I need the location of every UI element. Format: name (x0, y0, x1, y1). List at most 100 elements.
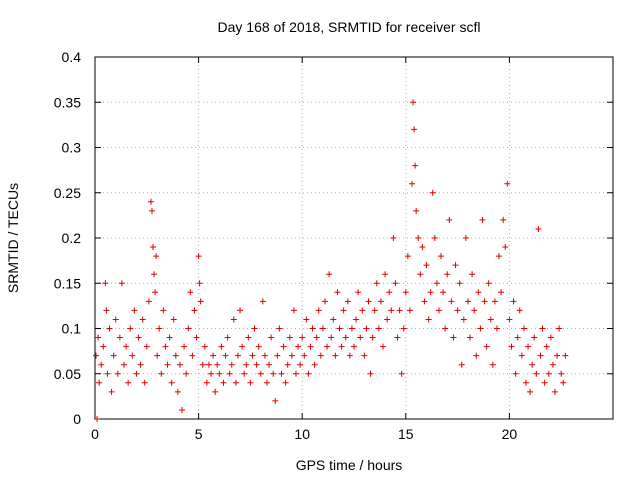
data-point (278, 370, 285, 377)
data-point (321, 298, 328, 305)
data-point (243, 361, 250, 368)
data-point (357, 334, 364, 341)
data-point (346, 352, 353, 359)
data-point (384, 316, 391, 323)
data-point (185, 325, 192, 332)
data-point (247, 379, 254, 386)
data-point (344, 298, 351, 305)
data-point (543, 343, 550, 350)
data-point (516, 307, 523, 314)
data-point (398, 370, 405, 377)
data-point (539, 325, 546, 332)
data-point (153, 253, 160, 260)
data-point (189, 352, 196, 359)
data-point (168, 379, 175, 386)
data-point (172, 352, 179, 359)
data-point (365, 298, 372, 305)
data-point (373, 280, 380, 287)
data-point (458, 361, 465, 368)
data-point (460, 316, 467, 323)
data-point (425, 316, 432, 323)
data-point (371, 307, 378, 314)
data-point (427, 289, 434, 296)
data-point (382, 271, 389, 278)
data-point (158, 370, 165, 377)
data-point (317, 352, 324, 359)
data-point (255, 343, 262, 350)
data-point (147, 198, 154, 205)
y-tick-label: 0.25 (54, 185, 81, 201)
y-tick-label: 0.05 (54, 366, 81, 382)
data-point (491, 298, 498, 305)
data-point (380, 343, 387, 350)
data-point (319, 325, 326, 332)
data-point (467, 334, 474, 341)
data-point (241, 370, 248, 377)
data-point (512, 370, 519, 377)
data-point (187, 289, 194, 296)
data-point (201, 343, 208, 350)
data-point (259, 298, 266, 305)
data-point (562, 352, 569, 359)
data-point (154, 352, 161, 359)
data-point (342, 334, 349, 341)
data-point (390, 235, 397, 241)
data-point (123, 343, 130, 350)
data-point (554, 352, 561, 359)
data-point (137, 361, 144, 368)
y-tick-label: 0.35 (54, 94, 81, 110)
data-point (95, 334, 102, 341)
data-point (549, 361, 556, 368)
data-point (369, 334, 376, 341)
data-point (307, 343, 314, 350)
data-point (234, 352, 241, 359)
data-point (522, 379, 529, 386)
data-point (216, 370, 223, 377)
data-point (193, 334, 200, 341)
data-point (479, 216, 486, 223)
data-point (197, 298, 204, 305)
data-point (170, 316, 177, 323)
data-point (535, 225, 542, 232)
data-point (102, 280, 109, 287)
data-point (232, 379, 239, 386)
data-point (135, 334, 142, 341)
data-point (276, 325, 283, 332)
data-point (475, 289, 482, 296)
data-point (541, 379, 548, 386)
data-point (444, 271, 451, 278)
data-point (471, 307, 478, 314)
data-point (508, 343, 515, 350)
data-point (394, 334, 401, 341)
data-point (454, 307, 461, 314)
data-point (253, 361, 260, 368)
data-point (100, 343, 107, 350)
data-point (251, 325, 258, 332)
data-point (367, 370, 374, 377)
data-point (315, 307, 322, 314)
y-tick-label: 0.1 (62, 321, 82, 337)
data-point (442, 325, 449, 332)
data-point (108, 388, 115, 395)
data-point (412, 162, 419, 169)
data-point (151, 271, 158, 278)
data-point (297, 361, 304, 368)
data-point (336, 325, 343, 332)
data-point (305, 370, 312, 377)
data-point (429, 189, 436, 196)
y-tick-label: 0.2 (62, 230, 82, 246)
data-point (237, 307, 244, 314)
data-point (166, 334, 173, 341)
y-tick-label: 0.3 (62, 140, 82, 156)
data-point (440, 289, 447, 296)
data-point (301, 352, 308, 359)
data-point (224, 334, 231, 341)
data-point (174, 388, 181, 395)
data-point (299, 334, 306, 341)
x-tick-label: 20 (502, 426, 518, 442)
data-point (348, 325, 355, 332)
data-point (141, 379, 148, 386)
data-point (545, 370, 552, 377)
data-point (493, 325, 500, 332)
